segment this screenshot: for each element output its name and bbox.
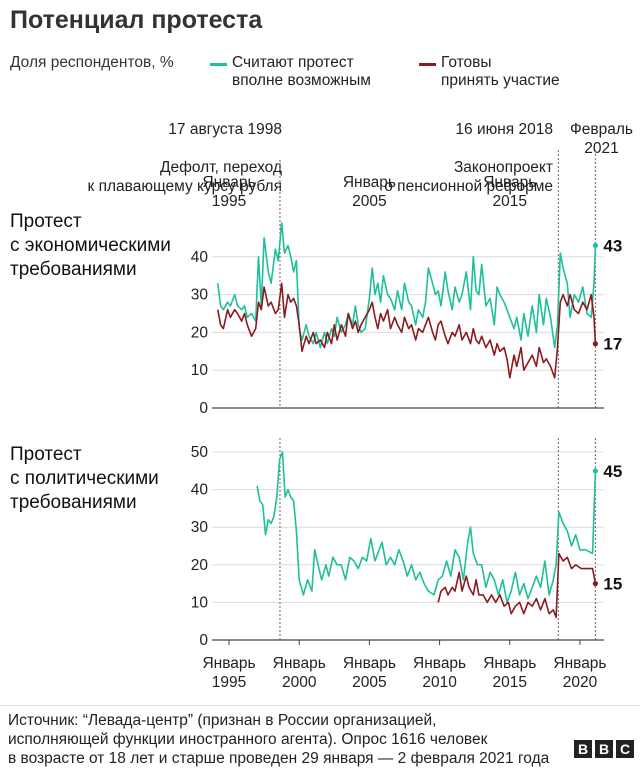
event-text-pension: Законопроект о пенсионной реформе [384,159,553,195]
panel-title-political: Протест с политическими требованиями [10,444,159,513]
bbc-logo-letter: B [574,740,592,758]
event-date-default: 17 августа 1998 [168,121,282,138]
event-text-default: Дефолт, переход к плавающему курсу рубля [87,159,282,195]
source-note: Источник: “Левада-центр” (признан в Росс… [8,712,550,767]
legend-swatch-ready [419,63,436,66]
y-tick-label: 30 [191,519,209,536]
event-annotation-feb2021: Февраль 2021 [570,101,633,177]
series-line-ready [217,282,597,379]
bbc-logo-letter: C [616,740,634,758]
bottom-axis-tick-label: 2010 [422,674,457,691]
bottom-axis-tick-label: 2020 [563,674,598,691]
y-tick-label: 40 [191,482,209,499]
y-tick-label: 10 [191,362,209,379]
bottom-axis-tick-label: Январь [483,655,536,672]
bottom-axis-tick-label: Январь [553,655,606,672]
bbc-logo: B B C [574,740,634,758]
bottom-axis-tick-label: 1995 [212,674,246,691]
legend-label-ready: Готовы принять участие [441,54,560,89]
top-axis-tick-label: Январь [202,174,255,191]
bottom-axis-tick-label: Январь [202,655,255,672]
top-axis-tick-label: 1995 [212,193,246,210]
top-axis-tick-label: Январь [483,174,536,191]
bottom-axis-tick-label: Январь [273,655,326,672]
legend-label-willing: Считают протест вполне возможным [232,54,371,89]
legend-item-ready: Готовы принять участие [419,54,560,90]
bottom-axis-tick-label: Январь [343,655,396,672]
y-tick-label: 0 [199,632,208,649]
y-tick-label: 10 [191,594,209,611]
series-end-point-ready [592,581,598,587]
y-tick-label: 50 [191,444,209,461]
bottom-axis-tick-label: 2015 [493,674,527,691]
end-value-label-willing: 45 [603,462,622,481]
series-line-willing [256,451,597,604]
bottom-axis-tick-label: 2005 [352,674,386,691]
protest-chart: 0 10 20 30 40 43 17 0 10 20 30 40 50 45 15 Январь 1995 Ян… [191,150,622,691]
footer-divider [0,705,640,706]
top-axis-tick-label: 2015 [493,193,527,210]
y-tick-label: 30 [191,287,209,304]
end-value-label-ready: 15 [603,575,622,594]
event-date-pension: 16 июня 2018 [455,121,553,138]
chart-title: Потенциал протеста [10,6,263,34]
y-tick-label: 40 [191,249,209,266]
bottom-axis-tick-label: 2000 [282,674,317,691]
top-axis-tick-label: Январь [343,174,396,191]
event-annotation-default: 17 августа 1998 Дефолт, переход к плаваю… [88,101,282,215]
chart-subtitle: Доля респондентов, % [10,54,174,71]
bottom-axis-tick-label: Январь [413,655,466,672]
legend-item-willing: Считают протест вполне возможным [210,54,371,90]
series-end-point-ready [592,341,598,347]
panel-title-economic: Протест с экономическими требованиями [10,211,171,280]
bbc-logo-letter: B [595,740,613,758]
event-date-feb2021: Февраль 2021 [570,121,633,157]
series-line-ready [437,552,597,619]
y-tick-label: 0 [199,400,208,417]
y-tick-label: 20 [191,557,209,574]
y-tick-label: 20 [191,324,209,341]
series-end-point-willing [592,468,598,474]
series-line-willing [217,222,597,349]
series-end-point-willing [592,242,598,249]
legend-swatch-willing [210,63,227,66]
end-value-label-ready: 17 [603,335,622,354]
top-axis-tick-label: 2005 [352,193,386,210]
end-value-label-willing: 43 [603,236,622,255]
event-annotation-pension: 16 июня 2018 Законопроект о пенсионной р… [384,101,553,215]
